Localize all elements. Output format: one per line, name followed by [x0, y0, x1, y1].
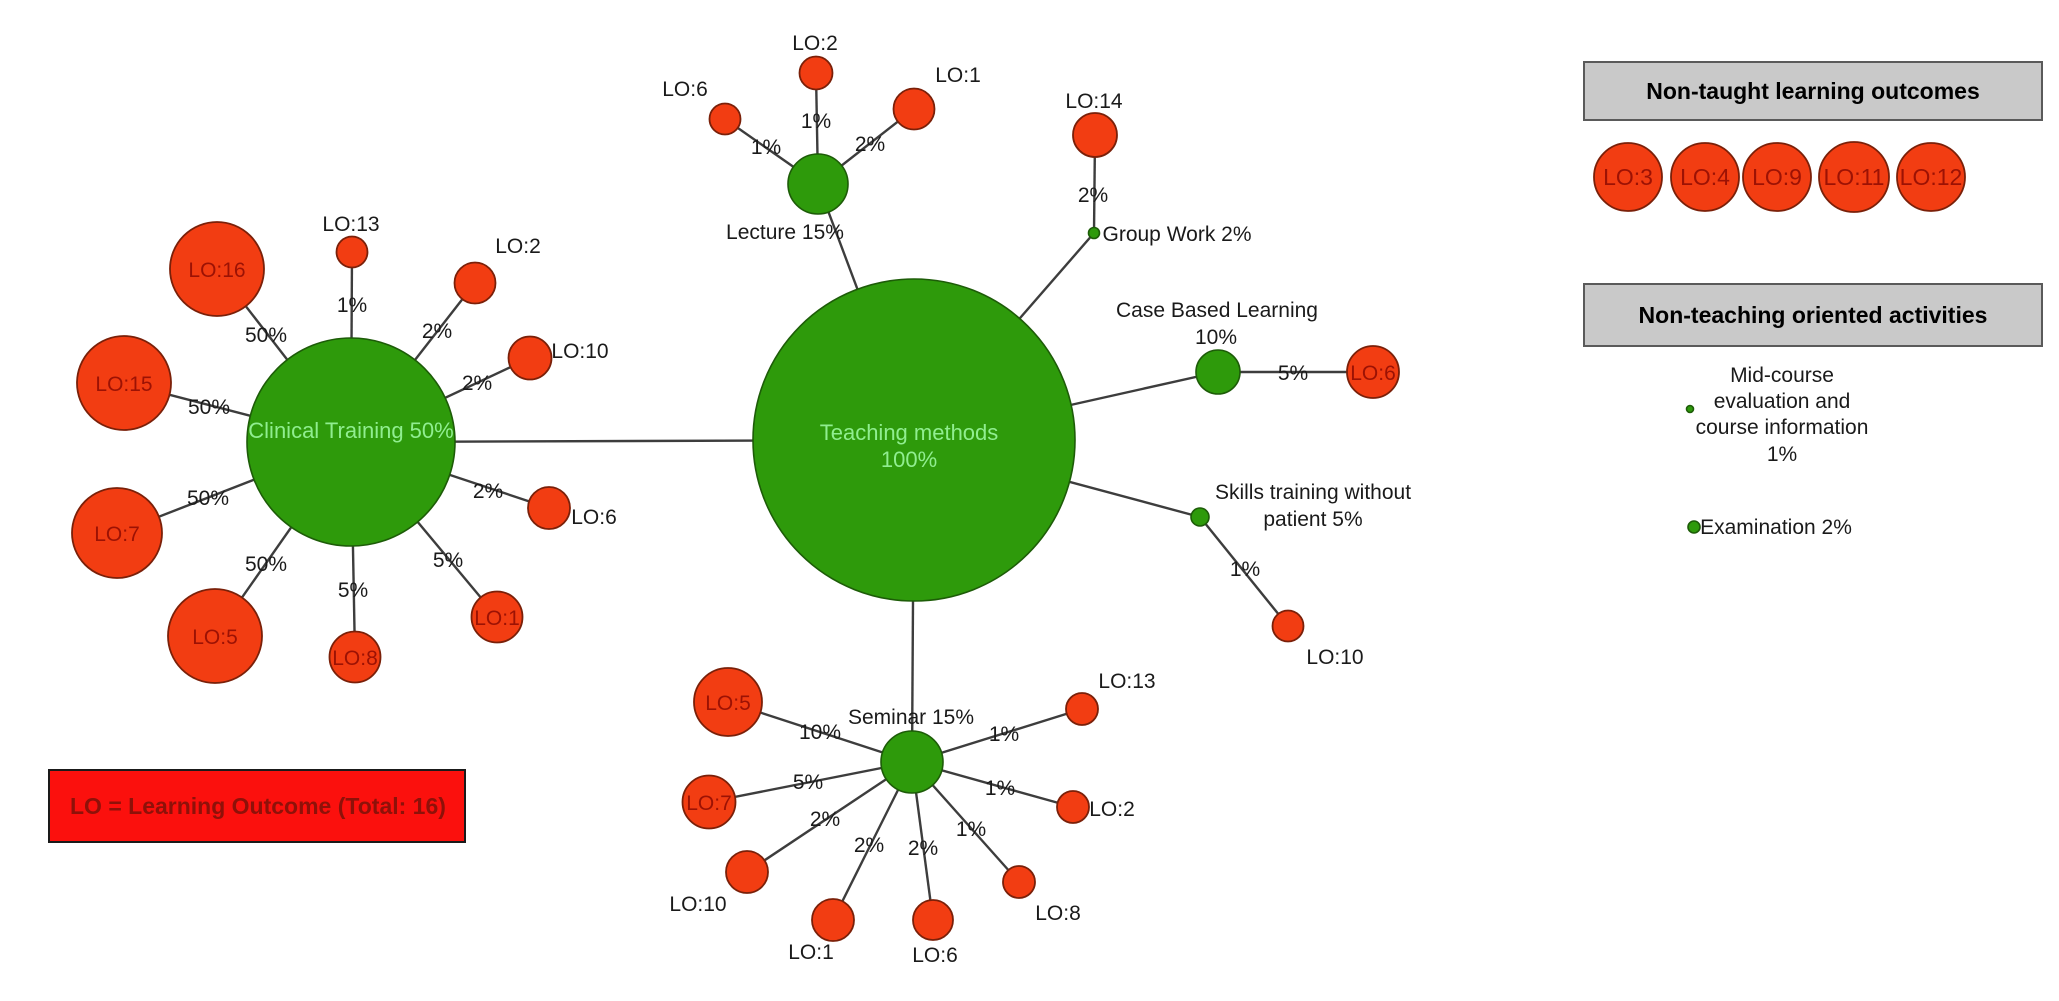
- svg-text:2%: 2%: [810, 808, 840, 831]
- svg-text:Clinical Training 50%: Clinical Training 50%: [248, 418, 453, 443]
- svg-text:LO:12: LO:12: [1900, 164, 1963, 190]
- svg-text:patient 5%: patient 5%: [1263, 508, 1362, 531]
- svg-text:1%: 1%: [956, 818, 986, 841]
- svg-text:2%: 2%: [462, 372, 492, 395]
- svg-text:50%: 50%: [188, 396, 230, 419]
- svg-text:LO:11: LO:11: [1824, 164, 1885, 190]
- svg-text:1%: 1%: [751, 136, 781, 159]
- svg-text:evaluation and: evaluation and: [1714, 390, 1851, 413]
- svg-text:1%: 1%: [989, 723, 1019, 746]
- svg-text:Non-taught learning outcomes: Non-taught learning outcomes: [1646, 78, 1980, 104]
- svg-text:LO:2: LO:2: [495, 235, 541, 258]
- svg-text:2%: 2%: [422, 320, 452, 343]
- svg-text:1%: 1%: [1230, 558, 1260, 581]
- svg-text:1%: 1%: [801, 110, 831, 133]
- svg-text:LO:14: LO:14: [1065, 90, 1123, 113]
- svg-text:Teaching methods: Teaching methods: [820, 420, 999, 445]
- svg-text:5%: 5%: [433, 549, 463, 572]
- svg-text:Case Based Learning: Case Based Learning: [1116, 299, 1318, 322]
- svg-text:Non-teaching oriented activiti: Non-teaching oriented activities: [1639, 302, 1988, 328]
- svg-text:LO:10: LO:10: [669, 893, 726, 916]
- svg-text:2%: 2%: [473, 480, 503, 503]
- svg-text:2%: 2%: [908, 837, 938, 860]
- svg-text:10%: 10%: [1195, 326, 1237, 349]
- svg-text:LO:6: LO:6: [912, 944, 958, 967]
- svg-text:LO:4: LO:4: [1680, 164, 1730, 190]
- svg-text:10%: 10%: [799, 721, 841, 744]
- svg-text:LO:13: LO:13: [1098, 670, 1155, 693]
- svg-text:Examination 2%: Examination 2%: [1700, 516, 1852, 539]
- svg-text:50%: 50%: [245, 553, 287, 576]
- svg-text:LO:7: LO:7: [94, 523, 140, 546]
- svg-text:2%: 2%: [854, 834, 884, 857]
- svg-text:LO:1: LO:1: [788, 941, 834, 964]
- svg-text:Group Work 2%: Group Work 2%: [1103, 223, 1252, 246]
- svg-text:LO:1: LO:1: [474, 607, 520, 630]
- svg-text:Seminar 15%: Seminar 15%: [848, 706, 974, 729]
- svg-text:LO:6: LO:6: [662, 78, 708, 101]
- svg-text:LO:15: LO:15: [95, 373, 152, 396]
- svg-text:course information: course information: [1696, 416, 1869, 439]
- svg-text:LO:2: LO:2: [792, 32, 838, 55]
- svg-text:LO:3: LO:3: [1603, 164, 1653, 190]
- svg-text:LO:7: LO:7: [686, 792, 732, 815]
- svg-text:LO:8: LO:8: [1035, 902, 1081, 925]
- svg-text:1%: 1%: [1767, 443, 1797, 466]
- svg-text:100%: 100%: [881, 447, 937, 472]
- svg-text:LO:1: LO:1: [935, 64, 981, 87]
- svg-text:LO:10: LO:10: [551, 340, 608, 363]
- svg-text:LO:10: LO:10: [1306, 646, 1363, 669]
- svg-text:LO:8: LO:8: [332, 647, 378, 670]
- svg-text:5%: 5%: [1278, 362, 1308, 385]
- svg-text:LO:16: LO:16: [188, 259, 245, 282]
- svg-text:LO:6: LO:6: [571, 506, 617, 529]
- svg-text:50%: 50%: [245, 324, 287, 347]
- svg-text:LO:2: LO:2: [1089, 798, 1135, 821]
- svg-text:50%: 50%: [187, 487, 229, 510]
- svg-text:LO:9: LO:9: [1752, 164, 1802, 190]
- svg-text:LO:6: LO:6: [1350, 362, 1396, 385]
- svg-text:LO:5: LO:5: [705, 692, 751, 715]
- svg-text:Mid-course: Mid-course: [1730, 364, 1834, 387]
- svg-text:2%: 2%: [855, 133, 885, 156]
- svg-text:1%: 1%: [985, 777, 1015, 800]
- svg-text:Skills training without: Skills training without: [1215, 481, 1411, 504]
- svg-text:5%: 5%: [793, 771, 823, 794]
- svg-text:LO = Learning Outcome (Total:: LO = Learning Outcome (Total: 16): [70, 793, 446, 819]
- svg-text:Lecture 15%: Lecture 15%: [726, 221, 844, 244]
- svg-text:LO:13: LO:13: [322, 213, 379, 236]
- svg-text:2%: 2%: [1078, 184, 1108, 207]
- svg-text:1%: 1%: [337, 294, 367, 317]
- svg-text:5%: 5%: [338, 579, 368, 602]
- svg-text:LO:5: LO:5: [192, 626, 238, 649]
